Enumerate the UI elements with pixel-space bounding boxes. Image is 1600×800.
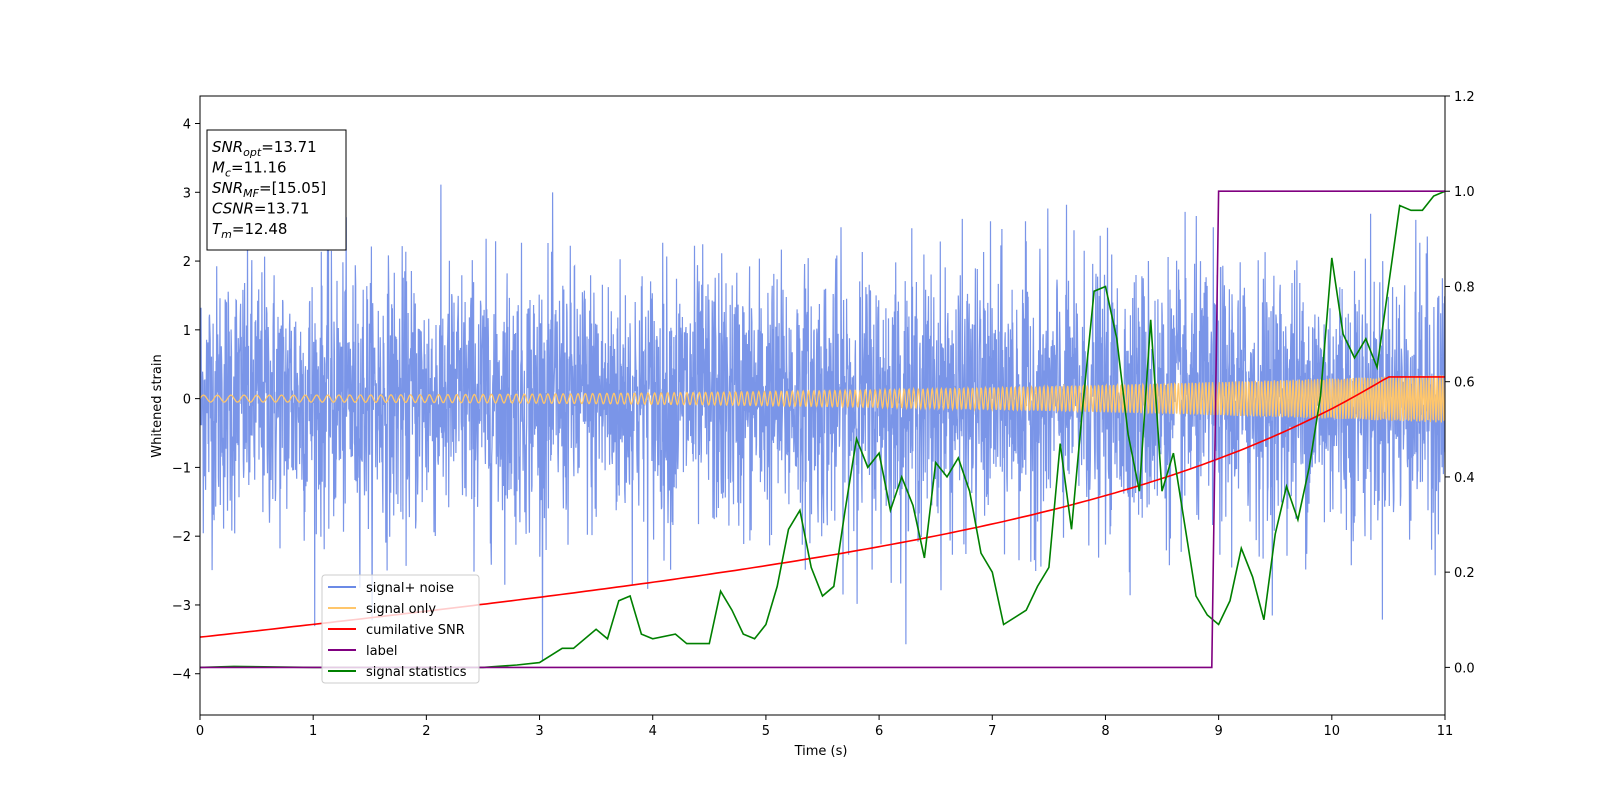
- y-tick-label: 3: [183, 186, 191, 201]
- stat-name: T: [212, 220, 223, 238]
- stat-name: CSNR: [212, 200, 254, 218]
- signal-only-line: [200, 375, 1445, 423]
- stat-subscript: MF: [243, 187, 259, 200]
- legend-label: signal statistics: [366, 665, 467, 680]
- legend-label: label: [366, 644, 397, 659]
- stat-subscript: c: [225, 167, 231, 180]
- stat-line: Tm=12.48: [212, 220, 287, 241]
- stat-line: Mc=11.16: [212, 159, 287, 180]
- x-axis-title: Time (s): [794, 744, 848, 759]
- stat-value: =13.71: [254, 200, 310, 218]
- label-line: [200, 190, 1445, 669]
- stat-line: SNRMF=[15.05]: [212, 179, 326, 200]
- legend-label: signal+ noise: [366, 581, 454, 596]
- signal-statistics-line: [200, 190, 1445, 669]
- stats-box: SNRopt=13.71Mc=11.16SNRMF=[15.05]CSNR=13…: [206, 129, 347, 251]
- x-tick-label: 3: [535, 724, 543, 739]
- y2-tick-label: 0.6: [1454, 376, 1475, 391]
- y2-tick-label: 0.8: [1454, 280, 1475, 295]
- y-tick-label: 2: [183, 255, 191, 270]
- x-tick-label: 11: [1437, 724, 1454, 739]
- legend-frame: [321, 574, 480, 684]
- legend: signal+ noise signal only cumilative SNR la…: [321, 574, 480, 684]
- stat-name: SNR: [212, 138, 243, 156]
- y-tick-label: −2: [172, 530, 191, 545]
- stat-value: =13.71: [261, 138, 317, 156]
- y-tick-label: 0: [183, 393, 191, 408]
- y2-tick-label: 1.0: [1454, 185, 1475, 200]
- y-tick-label: −4: [172, 668, 191, 683]
- y-axis-title: Whitened strain: [150, 354, 165, 457]
- y2-tick-label: 0.2: [1454, 566, 1475, 581]
- x-tick-label: 7: [988, 724, 996, 739]
- y2-tick-label: 0.4: [1454, 471, 1475, 486]
- y-tick-label: 1: [183, 324, 191, 339]
- y-tick-label: −3: [172, 599, 191, 614]
- y2-tick-label: 1.2: [1454, 90, 1475, 105]
- stat-subscript: m: [221, 228, 232, 241]
- stat-name: M: [212, 159, 225, 177]
- signal-only-series: [200, 375, 1445, 423]
- x-axis: 0 1 2 3 4 5 6 7 8 9 10 11: [196, 715, 1453, 739]
- stat-value: =[15.05]: [259, 179, 326, 197]
- stat-subscript: opt: [243, 146, 262, 159]
- x-tick-label: 9: [1214, 724, 1222, 739]
- signal-noise-line: [200, 184, 1445, 662]
- y-tick-label: 4: [183, 118, 191, 133]
- y-axis-left: −4 −3 −2 −1 0 1 2 3 4: [172, 118, 200, 683]
- x-tick-label: 2: [422, 724, 430, 739]
- x-tick-label: 5: [762, 724, 770, 739]
- x-tick-label: 1: [309, 724, 317, 739]
- y-tick-label: −1: [172, 461, 191, 476]
- x-tick-label: 8: [1101, 724, 1109, 739]
- x-tick-label: 6: [875, 724, 883, 739]
- y-axis-right: 0.0 0.2 0.4 0.6 0.8 1.0 1.2: [1445, 90, 1475, 676]
- stats-box-frame: [206, 129, 347, 251]
- legend-label: signal only: [366, 602, 436, 617]
- x-tick-label: 4: [649, 724, 657, 739]
- x-tick-label: 10: [1324, 724, 1341, 739]
- signal-noise-series: [200, 184, 1445, 662]
- stat-line: SNRopt=13.71: [212, 138, 317, 159]
- stat-name: SNR: [212, 179, 243, 197]
- y2-tick-label: 0.0: [1454, 661, 1475, 676]
- stat-value: =11.16: [231, 159, 287, 177]
- legend-label: cumilative SNR: [366, 623, 465, 638]
- stat-value: =12.48: [232, 220, 288, 238]
- plot-frame: [199, 95, 1446, 716]
- stat-line: CSNR=13.71: [212, 200, 309, 218]
- x-tick-label: 0: [196, 724, 204, 739]
